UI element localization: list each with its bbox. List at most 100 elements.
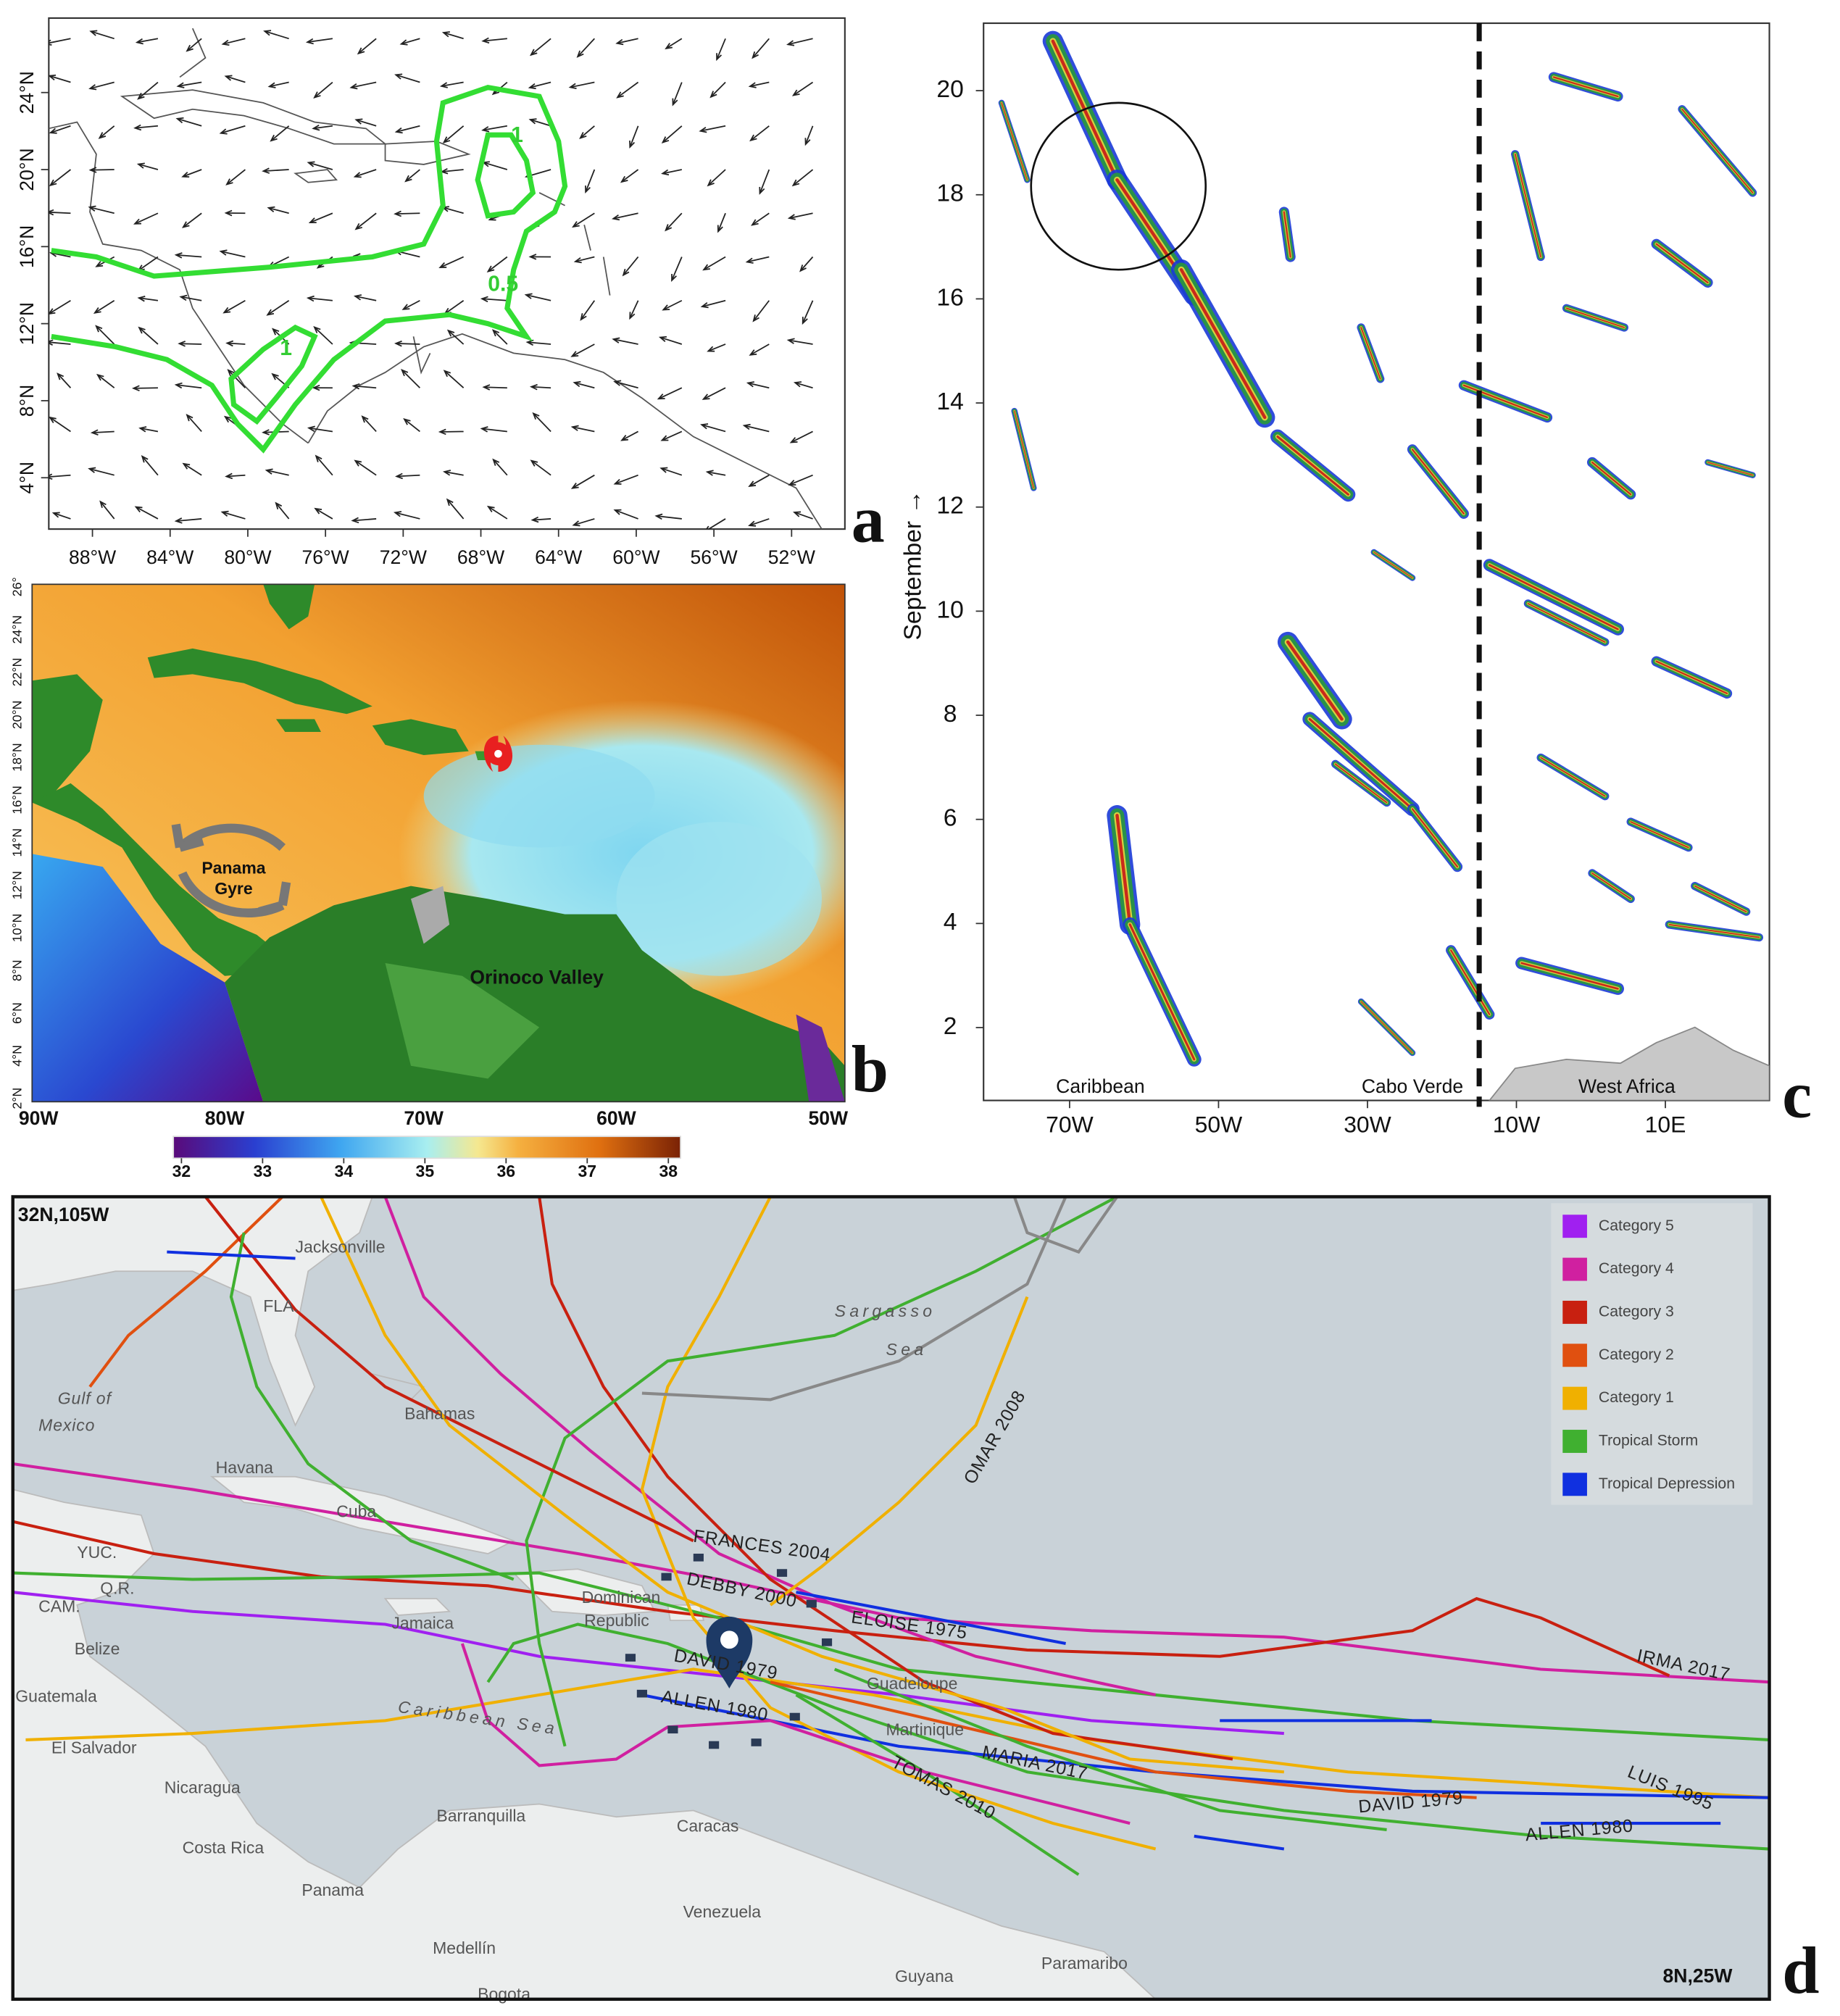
place-label: Sargasso [835, 1301, 936, 1320]
vector-head [481, 37, 490, 44]
vector-head [620, 175, 628, 183]
vector-head [308, 217, 317, 224]
vector-head [529, 49, 538, 57]
streak [1179, 267, 1267, 420]
vector [804, 125, 814, 145]
vector [138, 81, 159, 99]
vector-head [705, 525, 709, 530]
vector-head [799, 265, 807, 272]
vector-head [357, 47, 365, 55]
vector-head [528, 118, 537, 125]
place-label: Jamaica [391, 1614, 454, 1633]
vector [707, 343, 726, 352]
track [640, 1196, 1157, 1851]
vector [354, 460, 377, 476]
vector [443, 125, 465, 143]
vector-head [133, 124, 142, 131]
vector-head [570, 425, 579, 431]
vector [94, 299, 115, 314]
vector [403, 299, 420, 310]
streak [1334, 763, 1388, 804]
vector [265, 30, 289, 40]
lat-label: 16°N [16, 225, 38, 268]
vector [703, 256, 726, 270]
vector-head [793, 511, 802, 517]
vector [314, 81, 333, 99]
vector-head [752, 315, 759, 322]
vector-head [486, 505, 495, 512]
vector-head [179, 294, 188, 301]
vector [138, 256, 159, 272]
y-tick-label: 10 [936, 596, 963, 623]
vector [49, 474, 71, 478]
hurricane-icon [483, 736, 513, 772]
vector [223, 299, 246, 314]
vector [750, 125, 770, 141]
lat-label: 8°N [9, 959, 24, 981]
vector-head [659, 467, 668, 473]
vector-head [700, 302, 709, 309]
vector [707, 518, 726, 530]
vector [531, 386, 551, 389]
place-label: Guyana [895, 1967, 954, 1986]
vector-head [271, 372, 279, 380]
track [641, 1196, 1067, 1401]
vector [702, 299, 726, 307]
vector [401, 38, 420, 45]
vector-head [570, 351, 579, 357]
vector [752, 38, 770, 59]
vector [749, 343, 770, 356]
streak [1668, 923, 1760, 938]
vector [226, 169, 246, 186]
vector-head [446, 498, 454, 507]
vector [186, 38, 202, 51]
vector [577, 38, 595, 57]
vector-head [717, 225, 723, 233]
place-label: El Salvador [51, 1738, 137, 1757]
vector [268, 207, 289, 214]
vector-head [174, 517, 183, 524]
vector-head [96, 373, 104, 381]
vector-head [49, 74, 57, 80]
vector [96, 325, 115, 345]
vector [658, 387, 683, 400]
vector-head [49, 308, 56, 315]
colorbar-label: 35 [416, 1162, 435, 1180]
vector [444, 370, 465, 388]
vector-head [225, 178, 233, 186]
vector-head [804, 138, 811, 146]
vector-head [221, 39, 230, 46]
highlight-circle [1030, 101, 1207, 271]
vector-head [220, 510, 229, 517]
lat-label: 20°N [16, 148, 38, 191]
vector [665, 212, 683, 231]
streak [1520, 962, 1619, 990]
lat-label: 2°N [9, 1088, 24, 1109]
vector [404, 418, 420, 433]
vector-head [395, 472, 403, 480]
vector-head [394, 210, 401, 217]
legend-label: Tropical Depression [1599, 1475, 1735, 1492]
streak [1630, 821, 1689, 849]
vector-head [312, 384, 320, 391]
vector [175, 254, 202, 258]
vector-head [262, 167, 270, 174]
vector [227, 342, 246, 345]
vector-head [530, 459, 538, 467]
lon-label: 60W [596, 1107, 637, 1129]
vector-head [491, 329, 500, 337]
streak [1276, 435, 1349, 496]
streak [1488, 564, 1619, 630]
streak [1411, 808, 1459, 868]
vector [263, 169, 289, 172]
wind-vectors [49, 30, 814, 530]
vector-head [622, 268, 630, 277]
vector [309, 427, 333, 433]
lon-label: 80W [205, 1107, 246, 1129]
legend-swatch [1562, 1300, 1587, 1324]
vector [182, 169, 202, 178]
vector-head [219, 249, 228, 256]
vector [717, 212, 726, 232]
vector-head [99, 500, 107, 508]
y-tick-label: 4 [944, 909, 957, 936]
